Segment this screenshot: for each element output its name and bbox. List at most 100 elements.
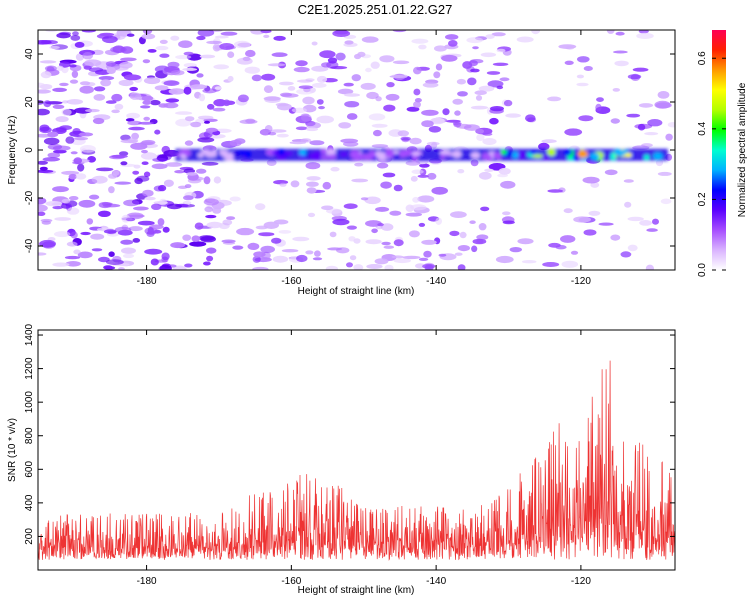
noise-blob	[346, 262, 353, 268]
noise-blob	[381, 241, 391, 246]
x-tick-label: -160	[281, 276, 301, 287]
noise-blob	[457, 91, 468, 97]
noise-blob	[151, 163, 168, 170]
noise-blob	[428, 126, 442, 133]
noise-blob	[226, 216, 236, 221]
ridge-spot	[361, 154, 373, 160]
noise-blob	[75, 173, 87, 180]
noise-blob	[615, 31, 625, 36]
noise-blob	[413, 88, 421, 96]
noise-blob	[427, 172, 437, 180]
noise-blob	[111, 109, 120, 114]
noise-blob	[366, 264, 383, 269]
noise-blob	[456, 78, 466, 85]
noise-blob	[472, 46, 479, 50]
noise-blob	[392, 30, 407, 33]
noise-blob	[86, 218, 94, 225]
noise-blob	[79, 85, 94, 94]
noise-blob	[66, 241, 78, 247]
noise-blob	[541, 139, 557, 144]
noise-blob	[221, 239, 236, 243]
noise-blob	[39, 124, 50, 132]
noise-blob	[430, 117, 445, 125]
noise-blob	[434, 45, 447, 52]
snr-ylabel: SNR (10 * v/v)	[7, 418, 18, 482]
noise-blob	[357, 51, 366, 58]
noise-blob	[626, 113, 641, 118]
noise-blob	[38, 169, 54, 173]
noise-blob	[170, 35, 180, 41]
noise-blob	[353, 238, 361, 244]
noise-blob	[452, 98, 464, 105]
noise-blob	[80, 231, 91, 236]
noise-blob	[61, 170, 80, 175]
noise-blob	[118, 79, 134, 87]
y-tick-label: 0	[24, 147, 35, 153]
noise-blob	[129, 86, 138, 92]
noise-blob	[402, 255, 421, 260]
noise-blob	[281, 249, 299, 253]
noise-blob	[301, 113, 310, 117]
noise-blob	[272, 255, 289, 263]
noise-blob	[377, 223, 384, 227]
noise-blob	[111, 93, 123, 102]
ridge-spot	[352, 152, 364, 161]
noise-blob	[338, 122, 352, 129]
spectrogram-panel: -180 -160 -140 -120 -40 -20 0 20 40 Height of st…	[7, 29, 676, 297]
noise-blob	[365, 67, 372, 73]
noise-blob	[422, 82, 439, 88]
noise-blob	[336, 247, 350, 254]
noise-blob	[375, 206, 390, 212]
noise-blob	[657, 171, 672, 176]
noise-blob	[346, 225, 357, 230]
noise-blob	[478, 85, 495, 92]
noise-blob	[490, 106, 504, 112]
noise-blob	[305, 127, 319, 132]
noise-blob	[314, 250, 321, 257]
ridge-spot	[411, 151, 421, 156]
x-tick-label: -120	[571, 276, 591, 287]
noise-blob	[623, 179, 634, 183]
noise-blob	[454, 252, 463, 256]
ridge-spot	[221, 150, 229, 158]
noise-blob	[472, 238, 487, 245]
noise-blob	[610, 234, 621, 241]
noise-blob	[563, 208, 573, 214]
noise-blob	[98, 210, 111, 217]
ridge-spot	[452, 150, 462, 158]
noise-blob	[269, 129, 287, 133]
noise-blob	[316, 115, 335, 124]
noise-blob	[502, 220, 515, 225]
noise-blob	[205, 127, 218, 133]
noise-blob	[275, 102, 289, 107]
spectrogram-noise	[38, 30, 675, 270]
noise-blob	[441, 54, 458, 62]
noise-blob	[491, 32, 506, 37]
noise-blob	[64, 255, 81, 260]
noise-blob	[498, 167, 511, 175]
noise-blob	[279, 182, 287, 187]
noise-blob	[386, 82, 395, 88]
noise-blob	[612, 88, 620, 92]
noise-blob	[547, 96, 562, 102]
noise-blob	[197, 137, 215, 143]
noise-blob	[219, 43, 235, 50]
noise-blob	[263, 34, 270, 39]
noise-blob	[644, 132, 659, 136]
noise-blob	[120, 57, 137, 62]
noise-blob	[409, 137, 422, 145]
noise-blob	[174, 170, 186, 174]
ridge-spot	[532, 154, 544, 158]
noise-blob	[379, 55, 395, 63]
ridge-spot	[320, 155, 330, 159]
noise-blob	[380, 181, 392, 189]
noise-blob	[106, 259, 124, 265]
noise-blob	[302, 96, 315, 105]
noise-blob	[137, 220, 155, 226]
noise-blob	[296, 79, 313, 83]
ridge-spot	[547, 148, 556, 156]
noise-blob	[112, 170, 120, 176]
noise-blob	[143, 77, 161, 85]
ridge-spot	[517, 151, 525, 159]
colorbar-tick-label: 0.6	[697, 51, 708, 65]
